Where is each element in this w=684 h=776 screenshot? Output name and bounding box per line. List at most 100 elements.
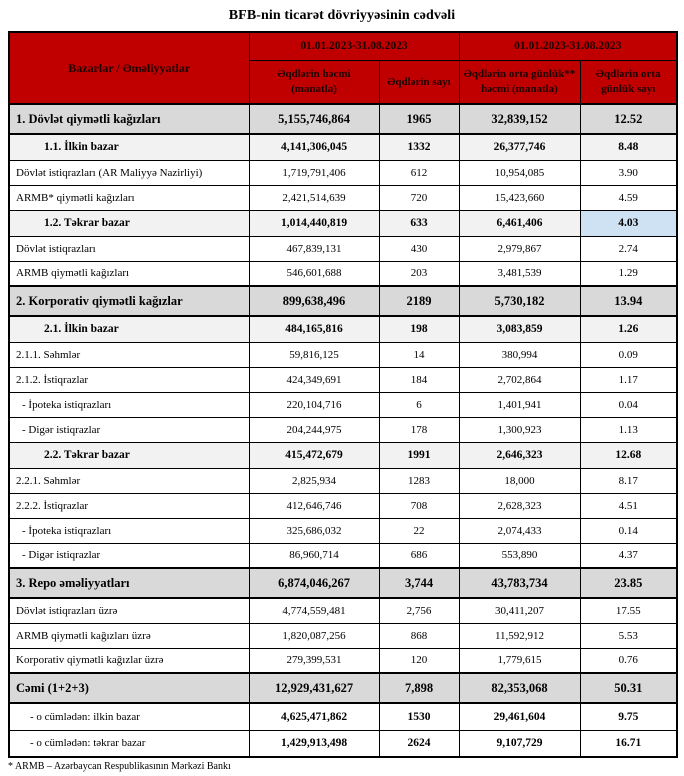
value-cell: 4,774,559,481 — [248, 597, 380, 624]
value-cell: 1,779,615 — [458, 647, 581, 674]
value-cell: 0.04 — [579, 391, 678, 418]
value-cell: 3,744 — [378, 567, 460, 599]
value-cell: 279,399,531 — [248, 647, 380, 674]
value-cell: 1530 — [378, 702, 460, 731]
value-cell: 120 — [378, 647, 460, 674]
value-cell: 1283 — [378, 467, 460, 494]
table-row: Dövlət istiqrazları (AR Maliyyə Nazirliy… — [8, 159, 678, 186]
value-cell: 18,000 — [458, 467, 581, 494]
value-cell: 6 — [378, 391, 460, 418]
table-row: 2. Korporativ qiymətli kağızlar 899,638,4… — [8, 285, 678, 317]
value-cell: 0.14 — [579, 517, 678, 544]
table-row: 1.1. İlkin bazar 4,141,306,045 1332 26,377,… — [8, 133, 678, 161]
value-cell: 708 — [378, 492, 460, 519]
value-cell: 198 — [378, 315, 460, 343]
value-cell: 868 — [378, 622, 460, 649]
value-cell: 424,349,691 — [248, 366, 380, 393]
value-cell: 467,839,131 — [248, 235, 380, 262]
page-title: BFB-nin ticarət dövriyyəsinin cədvəli — [228, 8, 456, 23]
value-cell: 4.59 — [579, 184, 678, 211]
row-label: 2.2.2. İstiqrazlar — [8, 492, 250, 519]
row-label: ARMB qiymətli kağızları — [8, 260, 250, 287]
row-label: 2.1.1. Səhmlər — [8, 341, 250, 368]
value-cell: 4,141,306,045 — [248, 133, 380, 161]
value-cell: 2,646,323 — [458, 441, 581, 469]
value-cell: 204,244,975 — [248, 416, 380, 443]
value-cell: 2,628,323 — [458, 492, 581, 519]
value-cell: 546,601,688 — [248, 260, 380, 287]
table-row: ARMB qiymətli kağızları üzrə 1,820,087,25… — [8, 622, 678, 649]
value-cell: 29,461,604 — [458, 702, 581, 731]
table-row: 2.1.2. İstiqrazlar 424,349,691 184 2,702,86… — [8, 366, 678, 393]
value-cell: 8.48 — [579, 133, 678, 161]
table-body: 1. Dövlət qiymətli kağızları 5,155,746,86… — [8, 103, 678, 758]
row-label: 2. Korporativ qiymətli kağızlar — [8, 285, 250, 317]
value-cell: 380,994 — [458, 341, 581, 368]
value-cell: 6,461,406 — [458, 209, 581, 237]
row-label: 2.2. Təkrar bazar — [8, 441, 250, 469]
table-row: 2.1.1. Səhmlər 59,816,125 14 380,994 0.09 — [8, 341, 678, 368]
value-cell: 6,874,046,267 — [248, 567, 380, 599]
row-label: Dövlət istiqrazları — [8, 235, 250, 262]
header-period-row: Bazarlar / Əməliyyatlar 01.01.2023-31.08… — [8, 31, 678, 105]
table-row: 2.2.2. İstiqrazlar 412,646,746 708 2,628,32… — [8, 492, 678, 519]
value-cell: 2,702,864 — [458, 366, 581, 393]
value-cell: 1.13 — [579, 416, 678, 443]
value-cell: 59,816,125 — [248, 341, 380, 368]
table-row: 1. Dövlət qiymətli kağızları 5,155,746,86… — [8, 103, 678, 135]
column-header: Əqdlərin orta günlük sayı — [579, 59, 678, 105]
value-cell: 220,104,716 — [248, 391, 380, 418]
value-cell: 430 — [378, 235, 460, 262]
period-header-2: 01.01.2023-31.08.2023 — [458, 31, 678, 61]
value-cell: 5,730,182 — [458, 285, 581, 317]
value-cell: 1,401,941 — [458, 391, 581, 418]
value-cell: 12.52 — [579, 103, 678, 135]
highlighted-value-cell: 4.03 — [579, 209, 678, 237]
value-cell: 899,638,496 — [248, 285, 380, 317]
value-cell: 415,472,679 — [248, 441, 380, 469]
value-cell: 17.55 — [579, 597, 678, 624]
row-label: 2.2.1. Səhmlər — [8, 467, 250, 494]
row-label: Korporativ qiymətli kağızlar üzrə — [8, 647, 250, 674]
row-label: 1.2. Təkrar bazar — [8, 209, 250, 237]
value-cell: 2189 — [378, 285, 460, 317]
row-label: - o cümlədən: ilkin bazar — [8, 702, 250, 731]
value-cell: 184 — [378, 366, 460, 393]
row-label: 2.1.2. İstiqrazlar — [8, 366, 250, 393]
table-row: Korporativ qiymətli kağızlar üzrə 279,399… — [8, 647, 678, 674]
table-row: 1.2. Təkrar bazar 1,014,440,819 633 6,461,4… — [8, 209, 678, 237]
row-label: 1. Dövlət qiymətli kağızları — [8, 103, 250, 135]
value-cell: 3.90 — [579, 159, 678, 186]
table-row: 2.2. Təkrar bazar 415,472,679 1991 2,646,32… — [8, 441, 678, 469]
column-header-markets-operations: Bazarlar / Əməliyyatlar — [8, 31, 250, 105]
value-cell: 1.26 — [579, 315, 678, 343]
value-cell: 1,820,087,256 — [248, 622, 380, 649]
value-cell: 9.75 — [579, 702, 678, 731]
value-cell: 8.17 — [579, 467, 678, 494]
value-cell: 86,960,714 — [248, 542, 380, 569]
header-columns-row: Əqdlərin həcmi (manatla) Əqdlərin sayı Əqd… — [9, 59, 678, 105]
row-label: 3. Repo əməliyyatları — [8, 567, 250, 599]
value-cell: 633 — [378, 209, 460, 237]
value-cell: 1.17 — [579, 366, 678, 393]
table-row: Dövlət istiqrazları 467,839,131 430 2,979,8… — [8, 235, 678, 262]
value-cell: 12,929,431,627 — [248, 672, 380, 704]
row-label: - İpoteka istiqrazları — [8, 391, 250, 418]
value-cell: 4.51 — [579, 492, 678, 519]
table-row: Dövlət istiqrazları üzrə 4,774,559,481 2,7… — [8, 597, 678, 624]
column-header: Əqdlərin orta günlük** həcmi (manatla) — [458, 59, 581, 105]
table-header: Bazarlar / Əməliyyatlar 01.01.2023-31.08… — [8, 31, 678, 105]
value-cell: 23.85 — [579, 567, 678, 599]
value-cell: 12.68 — [579, 441, 678, 469]
value-cell: 14 — [378, 341, 460, 368]
row-label: 1.1. İlkin bazar — [8, 133, 250, 161]
table-row: - Digər istiqrazlar 204,244,975 178 1,300,9… — [8, 416, 678, 443]
row-label: - Digər istiqrazlar — [8, 542, 250, 569]
value-cell: 5.53 — [579, 622, 678, 649]
value-cell: 325,686,032 — [248, 517, 380, 544]
row-label: - Digər istiqrazlar — [8, 416, 250, 443]
table-row: - Digər istiqrazlar 86,960,714 686 553,890 4… — [8, 542, 678, 569]
value-cell: 5,155,746,864 — [248, 103, 380, 135]
value-cell: 612 — [378, 159, 460, 186]
